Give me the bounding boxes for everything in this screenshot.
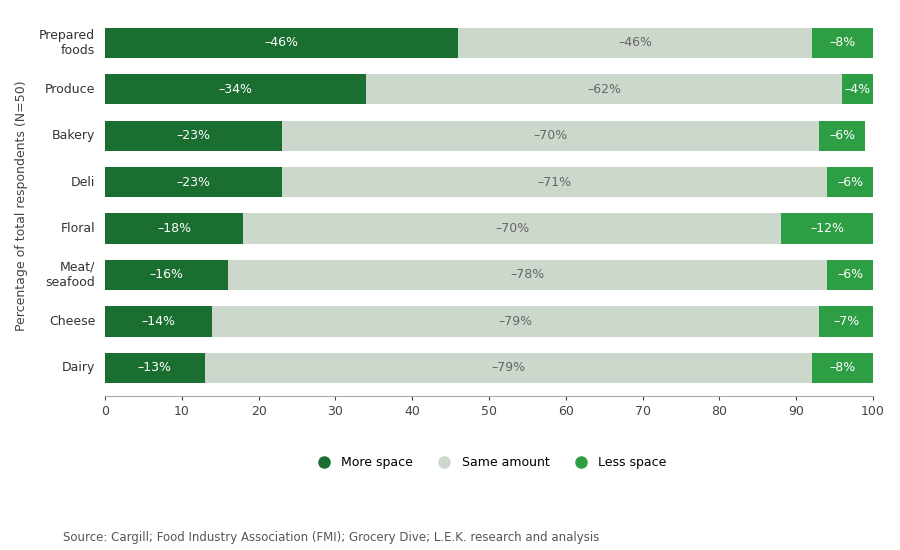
Bar [282, 120, 819, 151]
Bar [105, 306, 212, 337]
Text: –6%: –6% [829, 129, 855, 142]
Text: –78%: –78% [510, 268, 544, 282]
Text: –34%: –34% [219, 83, 253, 96]
Bar [105, 74, 366, 104]
Bar [105, 167, 282, 197]
Bar [105, 120, 282, 151]
Text: –6%: –6% [837, 175, 863, 189]
Text: –46%: –46% [265, 36, 299, 50]
Text: –4%: –4% [844, 83, 871, 96]
Text: –79%: –79% [499, 315, 533, 328]
Bar [105, 28, 458, 58]
Text: –6%: –6% [837, 268, 863, 282]
Text: Source: Cargill; Food Industry Association (FMI); Grocery Dive; L.E.K. research : Source: Cargill; Food Industry Associati… [63, 531, 599, 544]
Text: –8%: –8% [829, 361, 856, 375]
Bar [105, 353, 205, 383]
Text: –70%: –70% [495, 222, 529, 235]
Bar [282, 167, 827, 197]
Text: –79%: –79% [491, 361, 526, 375]
Bar [842, 74, 873, 104]
Bar [812, 353, 873, 383]
Bar [819, 306, 873, 337]
Bar [458, 28, 812, 58]
Bar [781, 213, 873, 244]
Bar [105, 213, 243, 244]
Text: –46%: –46% [618, 36, 652, 50]
Bar [105, 260, 228, 290]
Bar [812, 28, 873, 58]
Text: –13%: –13% [138, 361, 172, 375]
Text: –14%: –14% [141, 315, 176, 328]
Bar [228, 260, 827, 290]
Text: –62%: –62% [587, 83, 621, 96]
Y-axis label: Percentage of total respondents (N=50): Percentage of total respondents (N=50) [15, 80, 28, 331]
Text: –8%: –8% [829, 36, 856, 50]
Bar [212, 306, 819, 337]
Bar [366, 74, 842, 104]
Bar [819, 120, 866, 151]
Text: –7%: –7% [833, 315, 860, 328]
Text: –16%: –16% [149, 268, 184, 282]
Text: –70%: –70% [534, 129, 568, 142]
Text: –23%: –23% [176, 129, 211, 142]
Bar [205, 353, 812, 383]
Legend: More space, Same amount, Less space: More space, Same amount, Less space [306, 452, 671, 475]
Bar [827, 167, 873, 197]
Text: –71%: –71% [537, 175, 572, 189]
Bar [827, 260, 873, 290]
Bar [243, 213, 781, 244]
Text: –18%: –18% [157, 222, 191, 235]
Text: –23%: –23% [176, 175, 211, 189]
Text: –12%: –12% [810, 222, 844, 235]
